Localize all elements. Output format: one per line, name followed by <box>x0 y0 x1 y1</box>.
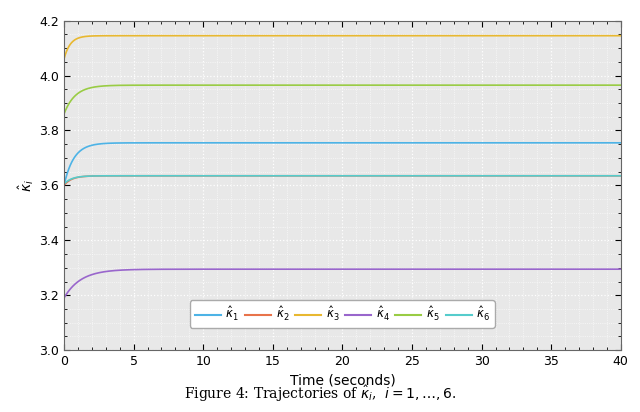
$\hat{\kappa}_2$ <box>617 173 625 178</box>
$\hat{\kappa}_2$ <box>60 183 68 188</box>
$\hat{\kappa}_4$ <box>247 267 255 272</box>
$\hat{\kappa}_1$ <box>268 140 276 145</box>
$\hat{\kappa}_3$ <box>508 33 515 38</box>
Legend: $\hat{\kappa}_1$, $\hat{\kappa}_2$, $\hat{\kappa}_3$, $\hat{\kappa}_4$, $\hat{\k: $\hat{\kappa}_1$, $\hat{\kappa}_2$, $\ha… <box>190 300 495 328</box>
$\hat{\kappa}_3$ <box>617 33 625 38</box>
$\hat{\kappa}_6$ <box>126 173 134 178</box>
Text: Figure 4: Trajectories of $\hat{\kappa}_i$,  $i=1,\ldots,6$.: Figure 4: Trajectories of $\hat{\kappa}_… <box>184 384 456 404</box>
$\hat{\kappa}_4$ <box>126 267 134 272</box>
$\hat{\kappa}_4$ <box>268 267 276 272</box>
$\hat{\kappa}_3$ <box>60 56 68 61</box>
Line: $\hat{\kappa}_1$: $\hat{\kappa}_1$ <box>64 143 621 185</box>
Line: $\hat{\kappa}_6$: $\hat{\kappa}_6$ <box>64 176 621 184</box>
Y-axis label: $\hat{\kappa}_i$: $\hat{\kappa}_i$ <box>17 179 36 192</box>
$\hat{\kappa}_2$ <box>268 173 276 178</box>
$\hat{\kappa}_6$ <box>617 173 625 178</box>
$\hat{\kappa}_5$ <box>247 83 255 88</box>
Line: $\hat{\kappa}_5$: $\hat{\kappa}_5$ <box>64 85 621 114</box>
$\hat{\kappa}_3$ <box>247 33 255 38</box>
$\hat{\kappa}_1$ <box>573 140 581 145</box>
$\hat{\kappa}_2$ <box>92 173 100 178</box>
$\hat{\kappa}_2$ <box>247 173 255 178</box>
$\hat{\kappa}_5$ <box>92 84 100 89</box>
$\hat{\kappa}_4$ <box>573 267 581 272</box>
$\hat{\kappa}_4$ <box>508 267 515 272</box>
$\hat{\kappa}_4$ <box>60 295 68 300</box>
$\hat{\kappa}_1$ <box>92 142 100 147</box>
$\hat{\kappa}_3$ <box>126 33 134 38</box>
$\hat{\kappa}_5$ <box>126 83 134 88</box>
$\hat{\kappa}_3$ <box>573 33 581 38</box>
$\hat{\kappa}_1$ <box>247 140 255 145</box>
$\hat{\kappa}_2$ <box>126 173 134 178</box>
$\hat{\kappa}_2$ <box>508 173 515 178</box>
$\hat{\kappa}_6$ <box>92 173 100 178</box>
$\hat{\kappa}_6$ <box>60 182 68 187</box>
$\hat{\kappa}_4$ <box>617 267 625 272</box>
$\hat{\kappa}_2$ <box>573 173 581 178</box>
$\hat{\kappa}_5$ <box>60 112 68 117</box>
$\hat{\kappa}_1$ <box>60 183 68 188</box>
$\hat{\kappa}_5$ <box>617 83 625 88</box>
X-axis label: Time (seconds): Time (seconds) <box>289 374 396 388</box>
$\hat{\kappa}_5$ <box>268 83 276 88</box>
$\hat{\kappa}_6$ <box>309 173 317 178</box>
Line: $\hat{\kappa}_2$: $\hat{\kappa}_2$ <box>64 176 621 185</box>
$\hat{\kappa}_1$ <box>393 140 401 145</box>
$\hat{\kappa}_6$ <box>508 173 515 178</box>
$\hat{\kappa}_4$ <box>92 271 100 276</box>
$\hat{\kappa}_2$ <box>310 173 318 178</box>
$\hat{\kappa}_5$ <box>436 83 444 88</box>
$\hat{\kappa}_5$ <box>508 83 515 88</box>
Line: $\hat{\kappa}_4$: $\hat{\kappa}_4$ <box>64 269 621 298</box>
$\hat{\kappa}_6$ <box>573 173 581 178</box>
$\hat{\kappa}_6$ <box>268 173 276 178</box>
$\hat{\kappa}_6$ <box>247 173 255 178</box>
$\hat{\kappa}_5$ <box>573 83 581 88</box>
$\hat{\kappa}_1$ <box>617 140 625 145</box>
$\hat{\kappa}_3$ <box>266 33 274 38</box>
$\hat{\kappa}_3$ <box>268 33 276 38</box>
Line: $\hat{\kappa}_3$: $\hat{\kappa}_3$ <box>64 36 621 59</box>
$\hat{\kappa}_1$ <box>508 140 515 145</box>
$\hat{\kappa}_1$ <box>126 140 134 145</box>
$\hat{\kappa}_4$ <box>606 267 614 272</box>
$\hat{\kappa}_3$ <box>92 33 100 38</box>
